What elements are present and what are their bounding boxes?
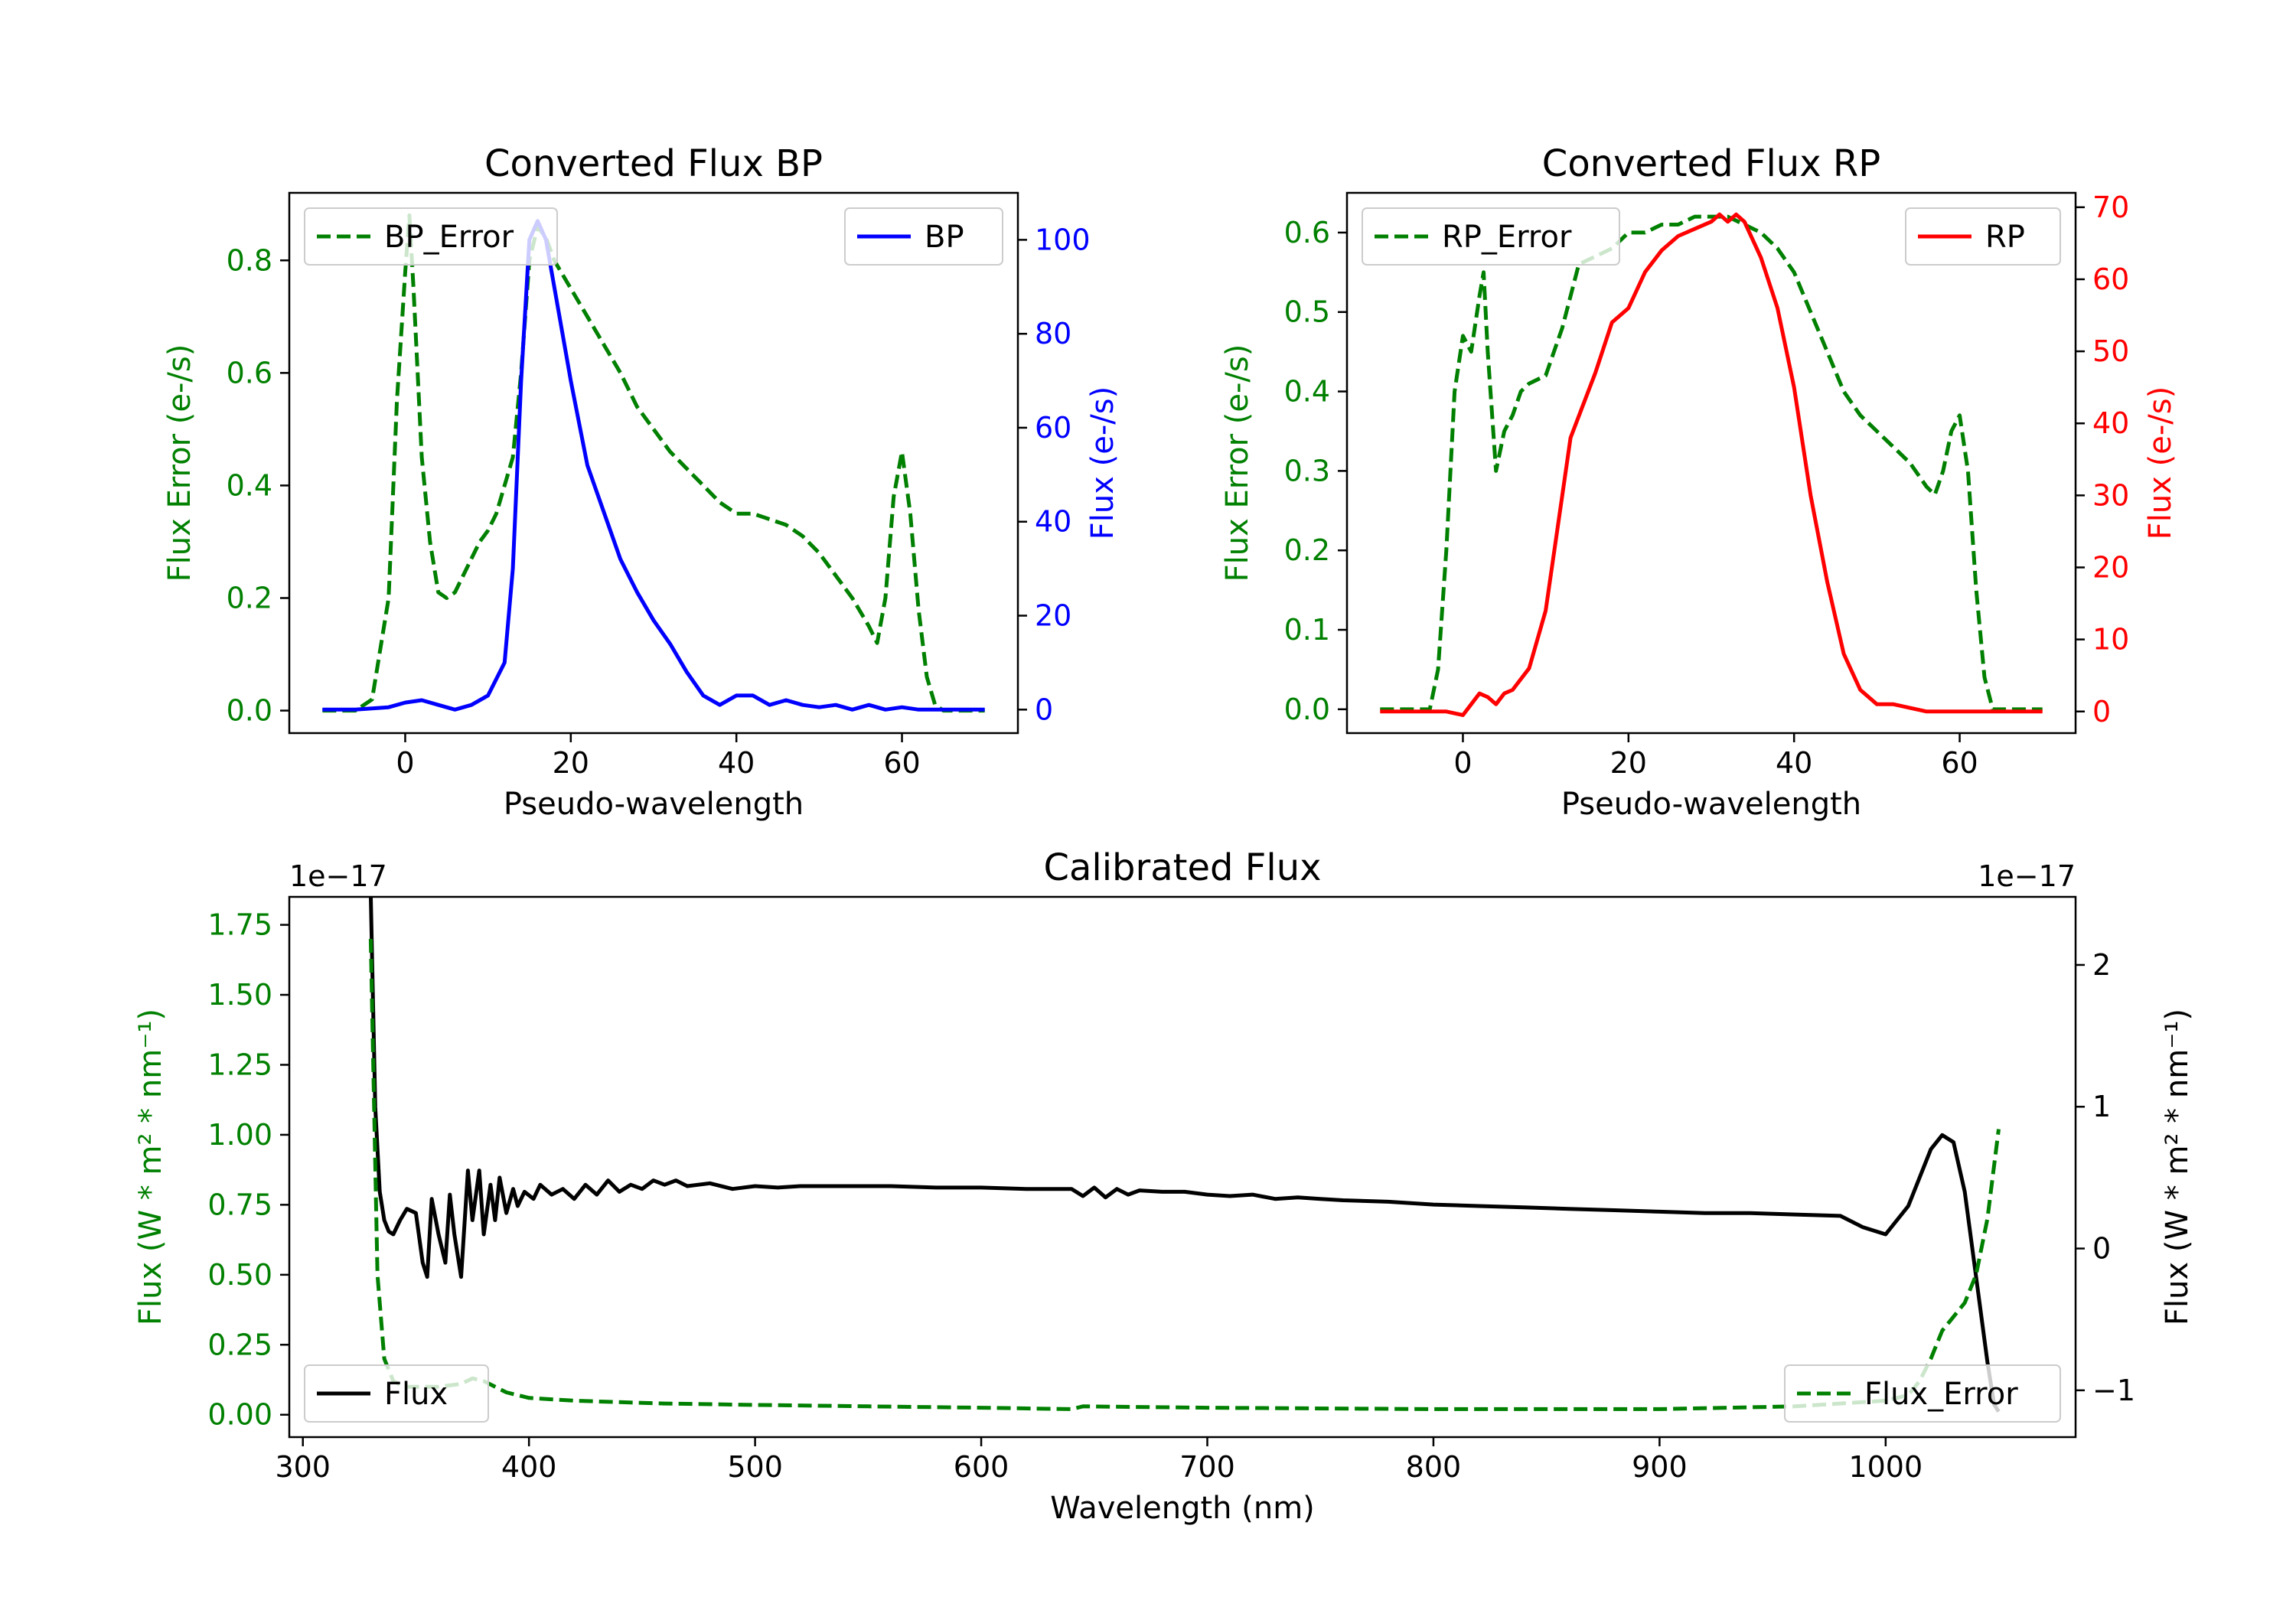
- x-tick-label: 700: [1179, 1450, 1235, 1484]
- x-tick-label: 60: [1941, 746, 1978, 780]
- x-axis-label: Pseudo-wavelength: [504, 787, 804, 822]
- y-right-axis-label: Flux (e-/s): [1085, 386, 1120, 539]
- chart-title: Calibrated Flux: [1043, 846, 1321, 889]
- x-tick-label: 40: [718, 746, 755, 780]
- y-left-tick-label: 1.00: [207, 1118, 272, 1152]
- x-tick-label: 60: [883, 746, 920, 780]
- y-left-tick-label: 0.25: [207, 1328, 272, 1361]
- x-tick-label: 1000: [1848, 1450, 1923, 1484]
- x-tick-label: 800: [1406, 1450, 1462, 1484]
- y-left-tick-label: 1.75: [207, 908, 272, 942]
- chart-rp: 0 20 40 60 0.0 0.1 0.2 0.3 0.4 0.5 0.6 0 10 20 30 40 50 6…: [1220, 142, 2178, 822]
- chart-title: Converted Flux RP: [1542, 142, 1880, 185]
- y-left-tick-label: 0.8: [227, 243, 272, 277]
- y-left-tick-label: 0.00: [207, 1398, 272, 1432]
- y-left-tick-label: 0.4: [1284, 375, 1330, 409]
- legend-label: Flux: [384, 1377, 448, 1412]
- legend-box: [304, 1364, 489, 1423]
- legend-left: Flux: [304, 1364, 489, 1423]
- x-tick-label: 0: [1453, 746, 1472, 780]
- x-tick-label: 500: [727, 1450, 783, 1484]
- x-tick-label: 300: [275, 1450, 331, 1484]
- legend-label: BP_Error: [384, 220, 514, 255]
- y-left-offset-label: 1e−17: [289, 859, 387, 893]
- y-left-axis-label: Flux Error (e-/s): [162, 344, 197, 582]
- y-right-tick-label: 50: [2092, 334, 2129, 368]
- legend-right: RP: [1905, 207, 2061, 266]
- legend-box: [304, 207, 558, 266]
- y-right-tick-label: 60: [2092, 262, 2129, 296]
- y-left-tick-label: 0.2: [1284, 533, 1330, 567]
- x-tick-label: 20: [1610, 746, 1647, 780]
- y-right-tick-label: 0: [1035, 693, 1053, 726]
- y-left-tick-label: 0.3: [1284, 454, 1330, 487]
- y-left-tick-label: 0.50: [207, 1258, 272, 1292]
- y-left-tick-label: 1.50: [207, 978, 272, 1012]
- legend-right: Flux_Error: [1784, 1364, 2061, 1423]
- y-left-tick-label: 0.0: [1284, 693, 1330, 726]
- chart-title: Converted Flux BP: [484, 142, 823, 185]
- x-tick-label: 600: [954, 1450, 1009, 1484]
- y-left-tick-label: 0.6: [1284, 216, 1330, 249]
- y-right-offset-label: 1e−17: [1978, 859, 2076, 893]
- x-tick-label: 40: [1776, 746, 1812, 780]
- y-left-tick-label: 0.2: [227, 582, 272, 615]
- series-line-rp: [1380, 212, 2043, 717]
- y-right-tick-label: 70: [2092, 191, 2129, 224]
- x-axis-label: Wavelength (nm): [1050, 1491, 1315, 1526]
- y-right-tick-label: 40: [1035, 505, 1071, 539]
- y-right-tick-label: 30: [2092, 478, 2129, 512]
- y-right-tick-label: −1: [2092, 1374, 2135, 1407]
- y-right-tick-label: 100: [1035, 223, 1091, 256]
- series-line-bp: [322, 219, 985, 712]
- series-line-flux: [368, 897, 2001, 1413]
- x-tick-label: 0: [396, 746, 414, 780]
- y-left-tick-label: 0.0: [227, 694, 272, 728]
- legend-box: [1362, 207, 1620, 266]
- y-right-tick-label: 20: [2092, 550, 2129, 584]
- y-left-tick-label: 0.1: [1284, 613, 1330, 647]
- legend-label: BP: [925, 220, 964, 255]
- y-right-tick-label: 40: [2092, 406, 2129, 440]
- y-right-tick-label: 20: [1035, 599, 1071, 633]
- legend-left: BP_Error: [304, 207, 558, 266]
- y-right-tick-label: 0: [2092, 695, 2111, 729]
- y-right-tick-label: 2: [2092, 948, 2111, 982]
- series-line-bp-error: [322, 213, 985, 713]
- chart-bp: 0 20 40 60 0.0 0.2 0.4 0.6 0.8 0 20 40 60 80 100 Conver…: [162, 142, 1120, 822]
- x-tick-label: 400: [501, 1450, 557, 1484]
- y-left-tick-label: 0.6: [227, 356, 272, 390]
- chart-cal: 300 400 500 600 700 800 900 1000 0.00 0.25 0.50 0.7…: [133, 846, 2195, 1526]
- y-left-tick-label: 0.5: [1284, 295, 1330, 329]
- y-right-axis-label: Flux (W * m² * nm⁻¹): [2160, 1009, 2195, 1325]
- y-right-tick-label: 10: [2092, 623, 2129, 657]
- plot-frame: [1345, 191, 2077, 735]
- y-right-tick-label: 80: [1035, 317, 1071, 350]
- y-right-tick-label: 1: [2092, 1090, 2111, 1123]
- plot-frame: [288, 191, 1019, 735]
- legend-label: Flux_Error: [1864, 1377, 2018, 1412]
- series-line-rp-error: [1380, 214, 2043, 712]
- legend-left: RP_Error: [1362, 207, 1620, 266]
- x-tick-label: 900: [1632, 1450, 1688, 1484]
- legend-label: RP_Error: [1442, 220, 1572, 255]
- y-right-tick-label: 60: [1035, 411, 1071, 445]
- plot-frame: [288, 895, 2077, 1439]
- y-left-tick-label: 0.4: [227, 468, 272, 502]
- y-right-axis-label: Flux (e-/s): [2143, 386, 2178, 539]
- y-right-tick-label: 0: [2092, 1232, 2111, 1266]
- legend-box: [1784, 1364, 2061, 1423]
- y-left-tick-label: 1.25: [207, 1048, 272, 1081]
- y-left-axis-label: Flux (W * m² * nm⁻¹): [133, 1009, 168, 1325]
- legend-box: [1905, 207, 2061, 266]
- legend-box: [844, 207, 1003, 266]
- x-tick-label: 20: [553, 746, 589, 780]
- y-left-axis-label: Flux Error (e-/s): [1220, 344, 1255, 582]
- legend-label: RP: [1985, 220, 2025, 255]
- series-line-flux-error: [368, 938, 2001, 1411]
- x-axis-label: Pseudo-wavelength: [1561, 787, 1861, 822]
- y-left-tick-label: 0.75: [207, 1188, 272, 1221]
- legend-right: BP: [844, 207, 1003, 266]
